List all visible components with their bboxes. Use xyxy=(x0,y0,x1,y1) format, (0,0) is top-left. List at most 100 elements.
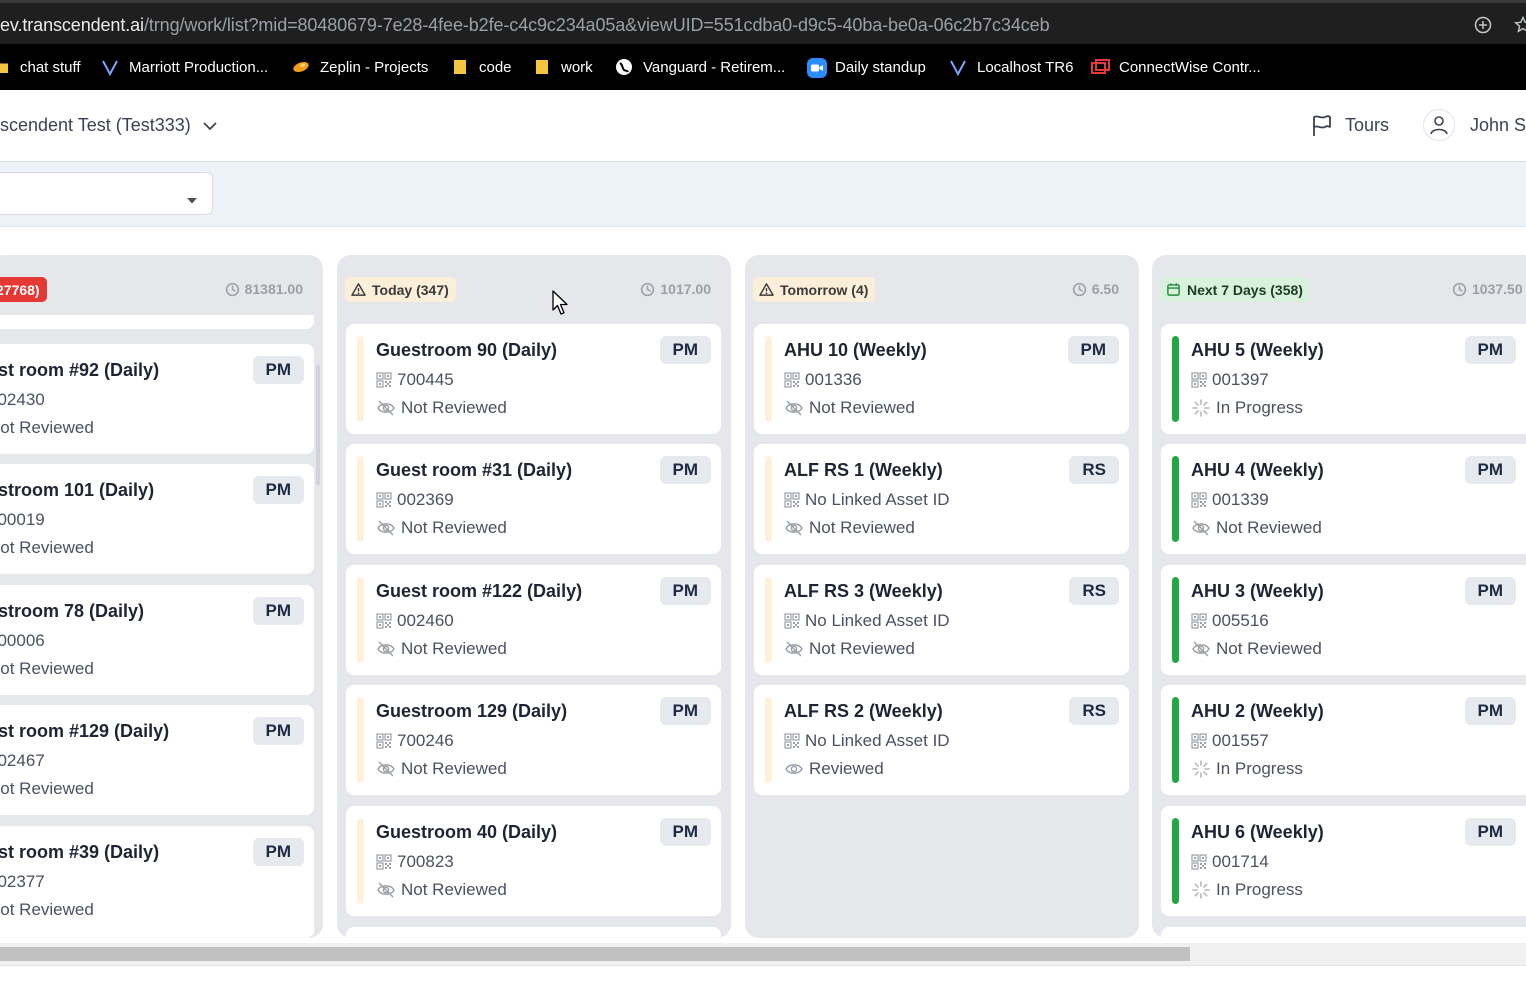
asset-id: No Linked Asset ID xyxy=(805,611,950,630)
status-text: In Progress xyxy=(1216,880,1303,899)
filter-select[interactable] xyxy=(0,172,213,215)
column-scrollbar[interactable] xyxy=(316,365,320,485)
card-partial[interactable] xyxy=(0,315,314,329)
work-order-card[interactable]: ALF RS 1 (Weekly) No Linked Asset ID Not… xyxy=(754,444,1129,554)
work-order-card[interactable]: est room #92 (Daily) 002430 Not Reviewed… xyxy=(0,344,314,454)
clock-icon xyxy=(1452,282,1467,297)
bookmark-localhost-tr6[interactable]: Localhost TR6 xyxy=(949,58,1074,77)
column-hours: 6.50 xyxy=(1072,281,1119,297)
work-order-card[interactable]: Guestroom 90 (Daily) 700445 Not Reviewed… xyxy=(346,324,721,434)
work-order-card[interactable]: ALF RS 3 (Weekly) No Linked Asset ID Not… xyxy=(754,565,1129,675)
card-status: Not Reviewed xyxy=(376,759,507,779)
card-partial[interactable] xyxy=(346,927,721,938)
bookmark-label: Vanguard - Retirem... xyxy=(643,58,786,76)
bookmark-zeplin-projects[interactable]: Zeplin - Projects xyxy=(292,58,428,76)
scrollbar-thumb[interactable] xyxy=(0,947,1190,961)
bookmark-label: work xyxy=(561,58,593,76)
work-order-card[interactable]: est room #129 (Daily) 002467 Not Reviewe… xyxy=(0,705,314,815)
card-priority-stripe xyxy=(357,336,364,422)
work-order-card[interactable]: Guestroom 40 (Daily) 700823 Not Reviewed… xyxy=(346,806,721,916)
bookmark-label: Localhost TR6 xyxy=(977,58,1074,76)
card-title: est room #129 (Daily) xyxy=(0,721,170,741)
card-partial[interactable] xyxy=(1161,927,1526,938)
status-text: Not Reviewed xyxy=(1216,639,1322,658)
card-status: In Progress xyxy=(1191,398,1303,418)
status-text: Not Reviewed xyxy=(0,900,94,919)
mouse-cursor-icon xyxy=(552,290,570,321)
horizontal-scrollbar[interactable] xyxy=(0,943,1526,965)
work-order-card[interactable]: AHU 5 (Weekly) 001397 In Progress PM xyxy=(1161,324,1526,434)
work-type-tag: PM xyxy=(659,577,711,605)
hours-value: 81381.00 xyxy=(244,281,303,297)
flag-icon[interactable] xyxy=(1311,114,1333,143)
url-text[interactable]: ev.transcendent.ai/trng/work/list?mid=80… xyxy=(0,15,1050,36)
qr-code-icon xyxy=(784,733,800,749)
chevron-down-icon[interactable] xyxy=(201,117,219,140)
work-order-card[interactable]: AHU 10 (Weekly) 001336 Not Reviewed PM xyxy=(754,324,1129,434)
work-order-card[interactable]: AHU 3 (Weekly) 005516 Not Reviewed PM xyxy=(1161,565,1526,675)
asset-id: 700246 xyxy=(397,731,454,750)
work-type-tag: PM xyxy=(659,697,711,725)
card-status: Not Reviewed xyxy=(376,639,507,659)
eye-off-icon xyxy=(376,639,396,659)
card-asset: 002377 xyxy=(0,872,45,892)
bookmark-connectwise-control[interactable]: ConnectWise Contr... xyxy=(1091,58,1261,76)
in-progress-spinner-icon xyxy=(1191,759,1211,779)
avatar[interactable] xyxy=(1423,109,1455,141)
user-icon xyxy=(1430,116,1448,135)
card-title: ALF RS 1 (Weekly) xyxy=(784,460,943,480)
work-order-card[interactable]: AHU 2 (Weekly) 001557 In Progress PM xyxy=(1161,685,1526,795)
qr-code-icon xyxy=(376,372,392,388)
qr-code-icon xyxy=(1191,372,1207,388)
card-title: AHU 6 (Weekly) xyxy=(1191,822,1324,842)
bookmark-daily-standup[interactable]: Daily standup xyxy=(807,58,926,78)
status-text: Not Reviewed xyxy=(809,518,915,537)
card-asset: 002430 xyxy=(0,390,45,410)
work-order-card[interactable]: AHU 4 (Weekly) 001339 Not Reviewed PM xyxy=(1161,444,1526,554)
work-type-tag: PM xyxy=(1067,336,1119,364)
card-asset: 700246 xyxy=(376,731,454,751)
tours-button[interactable]: Tours xyxy=(1345,115,1390,135)
column-header: 27768) 81381.00 xyxy=(0,255,323,321)
work-order-card[interactable]: Guestroom 129 (Daily) 700246 Not Reviewe… xyxy=(346,685,721,795)
card-status: Not Reviewed xyxy=(376,518,507,538)
status-text: Not Reviewed xyxy=(0,418,94,437)
card-asset: 001557 xyxy=(1191,731,1269,751)
card-title: est room #92 (Daily) xyxy=(0,360,160,380)
card-priority-stripe xyxy=(357,818,364,904)
bookmarks-bar: chat stuff Marriott Production... Zeplin… xyxy=(0,44,1526,90)
work-order-card[interactable]: estroom 78 (Daily) 700006 Not Reviewed P… xyxy=(0,585,314,695)
work-order-card[interactable]: Guest room #122 (Daily) 002460 Not Revie… xyxy=(346,565,721,675)
filter-bar xyxy=(0,162,1526,227)
site-selector-label[interactable]: scendent Test (Test333) xyxy=(0,115,191,135)
bookmark-work[interactable]: work xyxy=(533,58,593,76)
card-title: AHU 10 (Weekly) xyxy=(784,340,927,360)
card-asset: 002467 xyxy=(0,751,45,771)
status-text: Not Reviewed xyxy=(0,538,94,557)
work-order-card[interactable]: estroom 101 (Daily) 700019 Not Reviewed … xyxy=(0,464,314,574)
user-name[interactable]: John S xyxy=(1470,115,1526,135)
bookmark-label: Zeplin - Projects xyxy=(320,58,429,76)
hours-value: 1017.00 xyxy=(660,281,711,297)
folder-icon xyxy=(0,58,10,76)
bookmark-chat-stuff[interactable]: chat stuff xyxy=(0,58,81,76)
asset-id: 700006 xyxy=(0,631,45,650)
asset-id: 002460 xyxy=(397,611,454,630)
bookmark-code[interactable]: code xyxy=(451,58,512,76)
bookmark-star-icon[interactable] xyxy=(1514,15,1526,34)
bookmark-vanguard-retirement[interactable]: Vanguard - Retirem... xyxy=(615,58,785,76)
card-status: Not Reviewed xyxy=(0,659,94,679)
asset-id: No Linked Asset ID xyxy=(805,731,950,750)
card-title: estroom 101 (Daily) xyxy=(0,480,155,500)
work-order-card[interactable]: Guest room #31 (Daily) 002369 Not Review… xyxy=(346,444,721,554)
card-priority-stripe xyxy=(1172,697,1179,783)
column-overdue: 27768) 81381.00 est room #92 (Daily) 002… xyxy=(0,255,323,938)
browser-address-bar[interactable]: ev.transcendent.ai/trng/work/list?mid=80… xyxy=(0,0,1526,44)
work-order-card[interactable]: AHU 6 (Weekly) 001714 In Progress PM xyxy=(1161,806,1526,916)
bookmark-marriott-production[interactable]: Marriott Production... xyxy=(101,58,268,77)
work-order-card[interactable]: est room #39 (Daily) 002377 Not Reviewed… xyxy=(0,826,314,938)
kanban-board: 27768) 81381.00 est room #92 (Daily) 002… xyxy=(0,227,1526,943)
work-order-card[interactable]: ALF RS 2 (Weekly) No Linked Asset ID Rev… xyxy=(754,685,1129,795)
work-type-tag: PM xyxy=(252,476,304,504)
add-tab-circle-icon[interactable] xyxy=(1474,16,1492,34)
